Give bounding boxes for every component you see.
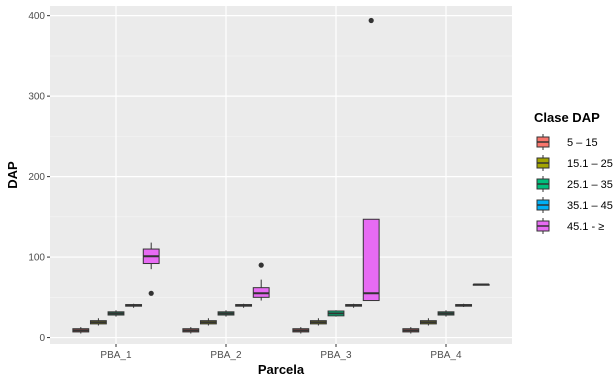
y-tick-label: 0 xyxy=(39,333,45,344)
x-axis-ticks: PBA_1 PBA_2 PBA_3 PBA_4 xyxy=(100,344,462,361)
legend-keys: 5 – 15 15.1 – 25 25.1 – 35 35.1 – 45 45.1 - … xyxy=(537,134,613,234)
legend-label: 25.1 – 35 xyxy=(567,179,613,191)
legend-label: 35.1 – 45 xyxy=(567,200,613,212)
outlier-point xyxy=(149,291,154,296)
outlier-point xyxy=(259,263,264,268)
box xyxy=(363,219,379,300)
outlier-point xyxy=(369,18,374,23)
x-tick-label: PBA_4 xyxy=(430,350,462,361)
y-axis-ticks: 0 100 200 300 400 xyxy=(28,11,50,344)
legend: Clase DAP 5 – 15 15.1 – 25 25.1 – 35 35.1 –… xyxy=(534,110,613,234)
legend-label: 15.1 – 25 xyxy=(567,158,613,170)
y-tick-label: 400 xyxy=(28,11,45,22)
y-tick-label: 200 xyxy=(28,172,45,183)
y-axis-title: DAP xyxy=(5,161,20,189)
y-tick-label: 300 xyxy=(28,92,45,103)
y-tick-label: 100 xyxy=(28,253,45,264)
legend-title: Clase DAP xyxy=(534,110,600,125)
legend-label: 5 – 15 xyxy=(567,137,598,149)
legend-label: 45.1 - ≥ xyxy=(567,221,604,233)
x-tick-label: PBA_1 xyxy=(100,350,132,361)
x-axis-title: Parcela xyxy=(258,362,305,377)
plot-panel xyxy=(50,6,512,344)
x-tick-label: PBA_2 xyxy=(210,350,242,361)
x-tick-label: PBA_3 xyxy=(320,350,352,361)
